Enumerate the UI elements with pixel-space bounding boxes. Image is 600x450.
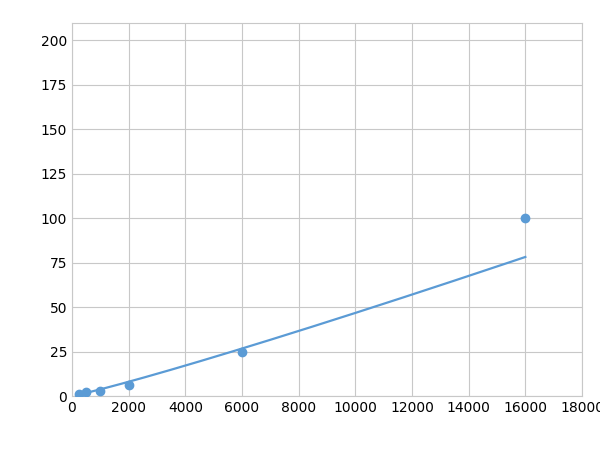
Point bbox=[521, 215, 530, 222]
Point bbox=[82, 389, 91, 396]
Point bbox=[237, 348, 247, 355]
Point bbox=[74, 391, 84, 398]
Point bbox=[95, 387, 105, 394]
Point bbox=[124, 382, 133, 389]
